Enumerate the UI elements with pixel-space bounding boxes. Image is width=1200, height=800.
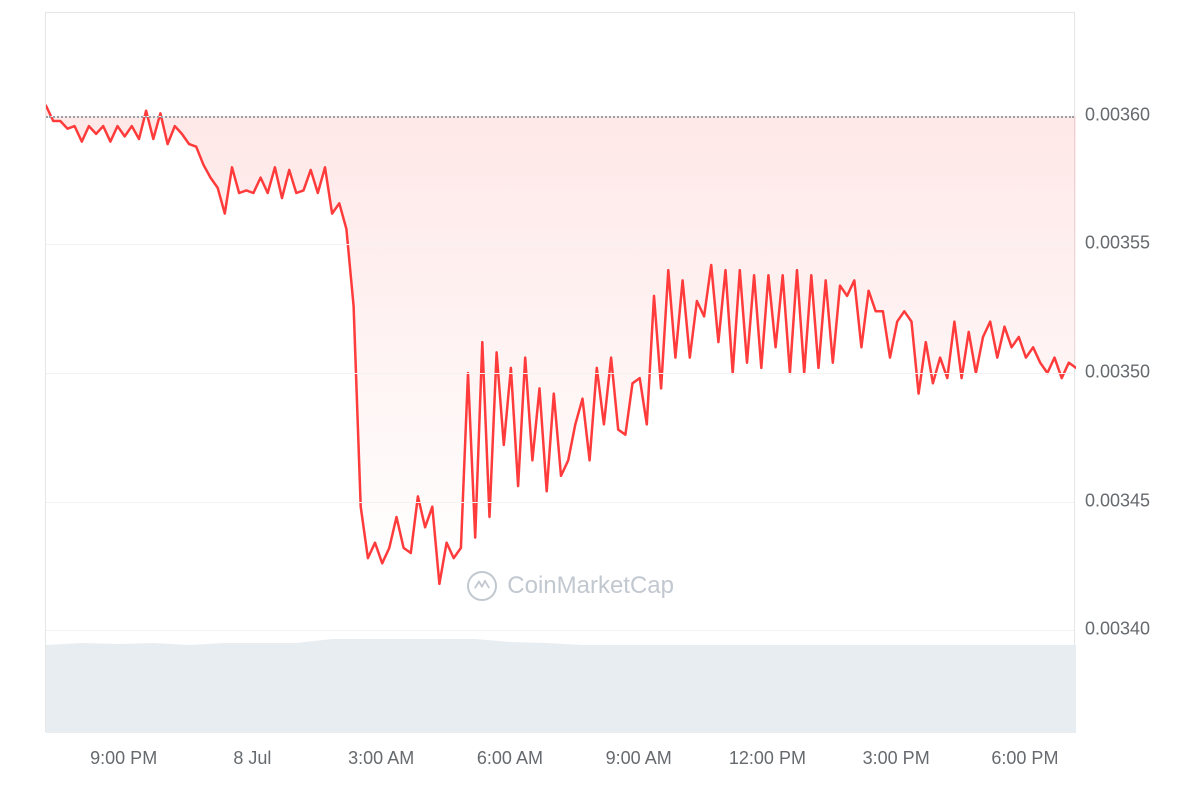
x-tick-label: 9:00 AM — [606, 748, 672, 769]
x-tick-label: 9:00 PM — [90, 748, 157, 769]
x-tick-label: 6:00 PM — [991, 748, 1058, 769]
price-chart[interactable]: CoinMarketCap 0.00360 0.00355 0.00350 0.003… — [0, 0, 1200, 800]
y-tick-label: 0.00355 — [1085, 233, 1185, 254]
x-tick-label: 3:00 AM — [348, 748, 414, 769]
x-tick-label: 12:00 PM — [729, 748, 806, 769]
x-tick-label: 3:00 PM — [863, 748, 930, 769]
x-tick-label: 8 Jul — [233, 748, 271, 769]
baseline — [46, 116, 1074, 118]
gridline — [46, 244, 1074, 245]
y-tick-label: 0.00340 — [1085, 619, 1185, 640]
y-tick-label: 0.00350 — [1085, 362, 1185, 383]
plot-area[interactable]: CoinMarketCap — [45, 12, 1075, 732]
y-tick-label: 0.00345 — [1085, 490, 1185, 511]
gridline — [46, 630, 1074, 631]
price-area-fill — [46, 106, 1076, 584]
y-tick-label: 0.00360 — [1085, 104, 1185, 125]
x-tick-label: 6:00 AM — [477, 748, 543, 769]
gridline — [46, 502, 1074, 503]
gridline — [46, 373, 1074, 374]
volume-bars — [46, 639, 1076, 733]
